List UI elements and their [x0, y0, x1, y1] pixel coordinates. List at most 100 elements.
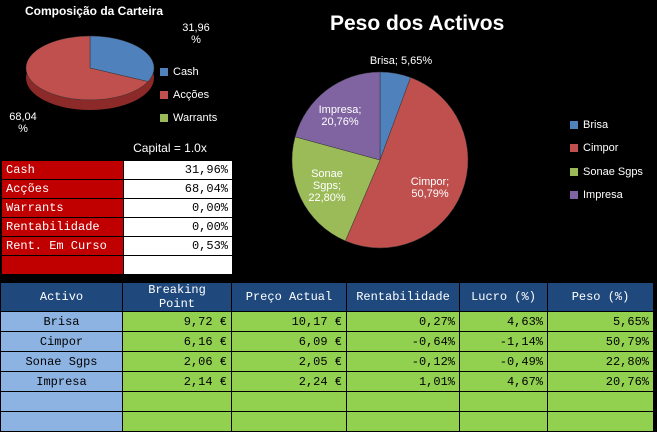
table-row: Rentabilidade 0,00% [1, 217, 233, 237]
chart-title-peso: Peso dos Activos [330, 12, 505, 35]
column-header[interactable]: Rentabilidade [346, 282, 460, 312]
summary-table: Cash 31,96% Acções 68,04% Warrants 0,00% Re… [1, 160, 233, 275]
summary-key[interactable] [1, 255, 124, 275]
table-row: Rent. Em Curso 0,53% [1, 236, 233, 256]
data-label-impresa: Impresa; 20,76% [318, 104, 362, 128]
chart-title-composicao: Composição da Carteira [24, 4, 164, 18]
data-label-sonae: Sonae Sgps; 22,80% [308, 168, 346, 204]
cell-lucro[interactable]: 4,63% [459, 311, 548, 332]
summary-key[interactable]: Cash [1, 160, 124, 180]
cell-empty[interactable] [231, 391, 347, 412]
table-row: Cash 31,96% [1, 160, 233, 180]
cell-empty[interactable] [459, 391, 548, 412]
cell-empty[interactable] [122, 411, 232, 432]
column-header[interactable]: Breaking Point [122, 282, 232, 312]
legend-label: Impresa [583, 189, 623, 201]
cell-preco-actual[interactable]: 6,09 € [231, 331, 347, 352]
cell-empty[interactable] [0, 391, 123, 412]
summary-key[interactable]: Rentabilidade [1, 217, 124, 237]
table-row [1, 255, 233, 275]
summary-key[interactable]: Rent. Em Curso [1, 236, 124, 256]
cell-empty[interactable] [346, 391, 460, 412]
table-header-row: Activo Breaking Point Preço Actual Renta… [0, 282, 654, 312]
cell-activo[interactable]: Impresa [0, 371, 123, 392]
summary-value[interactable]: 0,00% [123, 217, 233, 237]
column-header[interactable]: Activo [0, 282, 123, 312]
table-row: Warrants 0,00% [1, 198, 233, 218]
data-label-cash: 31,96 % [182, 22, 210, 46]
pie-slice-acções [25, 35, 149, 101]
pie-slice-sonae-sgps [291, 136, 381, 242]
legend-item-warrants: Warrants [160, 112, 217, 124]
cell-empty[interactable] [547, 391, 654, 412]
cell-lucro[interactable]: 4,67% [459, 371, 548, 392]
cell-breaking-point[interactable]: 9,72 € [122, 311, 232, 332]
cell-preco-actual[interactable]: 2,05 € [231, 351, 347, 372]
pie-slice-cash [89, 35, 155, 82]
legend-label: Sonae Sgps [583, 166, 643, 178]
column-header[interactable]: Preço Actual [231, 282, 347, 312]
cell-breaking-point[interactable]: 2,14 € [122, 371, 232, 392]
cell-rentabilidade[interactable]: 0,27% [346, 311, 460, 332]
legend-swatch [160, 91, 168, 99]
pie-slice-cimpor [345, 77, 469, 249]
legend-swatch [570, 144, 578, 152]
cell-lucro[interactable]: -0,49% [459, 351, 548, 372]
summary-value[interactable] [123, 255, 233, 275]
cell-lucro[interactable]: -1,14% [459, 331, 548, 352]
summary-key[interactable]: Acções [1, 179, 124, 199]
cell-activo[interactable]: Brisa [0, 311, 123, 332]
legend-swatch [570, 121, 578, 129]
legend-item-accoes: Acções [160, 89, 209, 101]
column-header[interactable]: Lucro (%) [459, 282, 548, 312]
legend-swatch [160, 114, 168, 122]
cell-preco-actual[interactable]: 2,24 € [231, 371, 347, 392]
table-row [0, 411, 654, 432]
legend-item-cash: Cash [160, 66, 199, 78]
table-row: Acções 68,04% [1, 179, 233, 199]
summary-value[interactable]: 31,96% [123, 160, 233, 180]
cell-empty[interactable] [459, 411, 548, 432]
cell-activo[interactable]: Cimpor [0, 331, 123, 352]
cell-empty[interactable] [122, 391, 232, 412]
table-row: Brisa 9,72 € 10,17 € 0,27% 4,63% 5,65% [0, 311, 654, 332]
cell-breaking-point[interactable]: 6,16 € [122, 331, 232, 352]
cell-peso[interactable]: 22,80% [547, 351, 654, 372]
data-label-brisa: Brisa; 5,65% [369, 55, 433, 67]
legend-item-brisa: Brisa [570, 119, 608, 131]
cell-peso[interactable]: 5,65% [547, 311, 654, 332]
cell-empty[interactable] [0, 411, 123, 432]
summary-key[interactable]: Warrants [1, 198, 124, 218]
summary-value[interactable]: 68,04% [123, 179, 233, 199]
cell-rentabilidade[interactable]: 1,01% [346, 371, 460, 392]
table-row: Impresa 2,14 € 2,24 € 1,01% 4,67% 20,76% [0, 371, 654, 392]
cell-peso[interactable]: 50,79% [547, 331, 654, 352]
table-row [0, 391, 654, 412]
cell-preco-actual[interactable]: 10,17 € [231, 311, 347, 332]
legend-label: Acções [173, 89, 210, 101]
cell-rentabilidade[interactable]: -0,64% [346, 331, 460, 352]
summary-value[interactable]: 0,53% [123, 236, 233, 256]
legend-swatch [160, 68, 168, 76]
cell-empty[interactable] [346, 411, 460, 432]
summary-value[interactable]: 0,00% [123, 198, 233, 218]
legend-item-impresa: Impresa [570, 189, 623, 201]
legend-item-cimpor: Cimpor [570, 142, 618, 154]
legend-label: Warrants [173, 112, 218, 124]
cell-empty[interactable] [547, 411, 654, 432]
cell-breaking-point[interactable]: 2,06 € [122, 351, 232, 372]
pie-slice-impresa [294, 71, 381, 161]
legend-swatch [570, 168, 578, 176]
data-label-cimpor: Cimpor; 50,79% [410, 176, 450, 200]
table-row: Cimpor 6,16 € 6,09 € -0,64% -1,14% 50,79… [0, 331, 654, 352]
cell-activo[interactable]: Sonae Sgps [0, 351, 123, 372]
column-header[interactable]: Peso (%) [547, 282, 654, 312]
capital-label: Capital = 1.0x [133, 141, 207, 155]
pie-chart-peso [291, 71, 469, 249]
cell-peso[interactable]: 20,76% [547, 371, 654, 392]
table-row: Sonae Sgps 2,06 € 2,05 € -0,12% -0,49% 2… [0, 351, 654, 372]
legend-item-sonae: Sonae Sgps [570, 166, 643, 178]
cell-rentabilidade[interactable]: -0,12% [346, 351, 460, 372]
cell-empty[interactable] [231, 411, 347, 432]
data-label-accoes: 68,04 % [9, 111, 37, 135]
